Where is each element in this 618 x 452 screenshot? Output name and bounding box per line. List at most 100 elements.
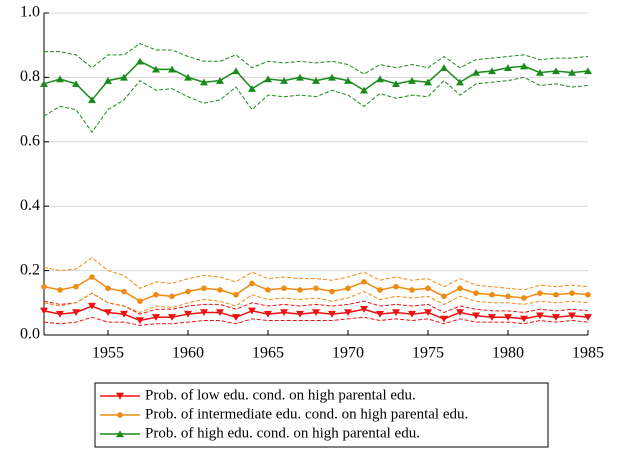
marker bbox=[40, 307, 48, 315]
marker bbox=[200, 309, 208, 317]
marker bbox=[168, 314, 176, 321]
x-tick-label: 1980 bbox=[492, 345, 524, 362]
marker bbox=[360, 306, 368, 313]
marker bbox=[88, 302, 96, 310]
x-tick-label: 1965 bbox=[252, 345, 284, 362]
confidence-band bbox=[43, 316, 589, 326]
marker bbox=[72, 309, 80, 317]
x-tick-label: 1985 bbox=[572, 345, 604, 362]
legend: Prob. of low edu. cond. on high parental… bbox=[100, 387, 468, 441]
marker bbox=[185, 288, 191, 295]
marker bbox=[424, 78, 432, 86]
marker bbox=[585, 291, 591, 298]
marker bbox=[233, 291, 239, 298]
marker bbox=[552, 314, 560, 321]
marker bbox=[116, 392, 124, 400]
marker bbox=[552, 67, 560, 75]
marker bbox=[73, 283, 79, 290]
marker bbox=[521, 295, 527, 301]
y-tick-label: 0.6 bbox=[20, 132, 40, 149]
marker bbox=[488, 314, 496, 321]
marker bbox=[216, 309, 224, 317]
marker bbox=[504, 314, 512, 321]
marker bbox=[72, 80, 80, 88]
marker bbox=[441, 293, 447, 300]
marker bbox=[201, 285, 207, 292]
marker bbox=[264, 75, 272, 83]
marker bbox=[89, 274, 95, 280]
marker bbox=[184, 73, 192, 81]
marker bbox=[376, 310, 384, 318]
marker bbox=[505, 293, 511, 300]
marker bbox=[376, 75, 384, 83]
marker bbox=[40, 80, 48, 88]
marker bbox=[296, 73, 304, 81]
marker bbox=[328, 73, 336, 81]
marker bbox=[584, 67, 592, 75]
marker bbox=[472, 312, 480, 320]
marker bbox=[536, 312, 544, 320]
x-tick-label: 1970 bbox=[332, 345, 364, 362]
marker bbox=[152, 65, 160, 73]
marker bbox=[425, 285, 431, 292]
marker bbox=[312, 77, 320, 84]
marker bbox=[569, 290, 575, 296]
marker bbox=[536, 68, 544, 76]
marker bbox=[424, 309, 432, 317]
marker bbox=[456, 78, 464, 86]
marker bbox=[392, 80, 400, 88]
y-tick-label: 1.0 bbox=[20, 4, 40, 21]
marker bbox=[57, 287, 63, 293]
marker bbox=[392, 309, 400, 317]
marker bbox=[264, 310, 272, 318]
confidence-band bbox=[43, 292, 589, 315]
x-tick-label: 1955 bbox=[92, 345, 124, 362]
marker bbox=[121, 288, 127, 295]
marker bbox=[377, 287, 383, 293]
marker bbox=[136, 57, 144, 65]
marker bbox=[152, 314, 160, 321]
marker bbox=[296, 310, 304, 318]
marker bbox=[457, 285, 463, 292]
marker bbox=[248, 307, 256, 315]
marker bbox=[120, 73, 128, 81]
marker bbox=[281, 285, 287, 292]
marker bbox=[248, 85, 256, 92]
marker bbox=[217, 287, 223, 293]
marker bbox=[440, 315, 448, 323]
marker bbox=[361, 279, 367, 285]
marker bbox=[344, 77, 352, 84]
marker bbox=[265, 287, 271, 293]
marker bbox=[200, 78, 208, 86]
marker bbox=[104, 309, 112, 317]
marker bbox=[489, 291, 495, 298]
y-tick-label: 0.8 bbox=[20, 68, 40, 85]
marker bbox=[313, 285, 319, 292]
confidence-band bbox=[43, 290, 589, 313]
legend-label: Prob. of low edu. cond. on high parental… bbox=[145, 387, 416, 403]
legend-label: Prob. of intermediate edu. cond. on high… bbox=[145, 406, 468, 422]
y-tick-label: 0.4 bbox=[20, 197, 40, 214]
marker bbox=[120, 310, 128, 318]
marker bbox=[408, 77, 416, 84]
marker bbox=[137, 298, 143, 304]
marker bbox=[280, 77, 288, 84]
y-tick-label: 0.2 bbox=[20, 261, 40, 278]
marker bbox=[344, 309, 352, 317]
confidence-band bbox=[43, 257, 589, 291]
marker bbox=[328, 310, 336, 318]
confidence-band bbox=[44, 43, 589, 75]
marker bbox=[312, 309, 320, 317]
marker bbox=[488, 67, 496, 75]
marker bbox=[169, 293, 175, 300]
marker bbox=[393, 283, 399, 290]
marker bbox=[568, 68, 576, 76]
confidence-band bbox=[43, 76, 589, 134]
marker bbox=[329, 288, 335, 295]
marker bbox=[440, 64, 448, 71]
marker bbox=[41, 283, 47, 290]
marker bbox=[56, 75, 64, 83]
marker bbox=[360, 86, 368, 94]
legend-label: Prob. of high edu. cond. on high parenta… bbox=[145, 425, 420, 441]
